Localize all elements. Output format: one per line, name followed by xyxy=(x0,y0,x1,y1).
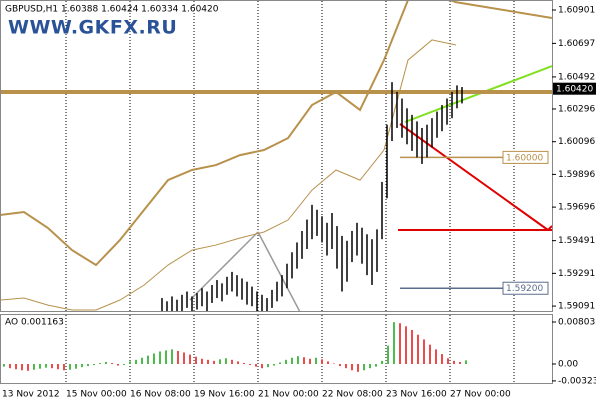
x-tick-label: 19 Nov 16:00 xyxy=(194,390,255,400)
trend-line xyxy=(404,65,552,123)
ao-plot xyxy=(3,322,467,372)
current-price-box xyxy=(553,82,596,95)
x-tick-label: 22 Nov 08:00 xyxy=(322,390,383,400)
y-tick-label: 1.59491 xyxy=(558,236,595,246)
y-tick-label: 1.60901 xyxy=(558,6,595,16)
x-tick-label: 21 Nov 00:00 xyxy=(258,390,319,400)
y-tick-label: 1.60296 xyxy=(558,104,595,114)
trend-line xyxy=(399,123,549,231)
ao-panel xyxy=(0,314,553,384)
trend-line xyxy=(454,1,552,19)
y-tick-label: 1.59291 xyxy=(558,269,595,279)
y-tick-label: 1.59091 xyxy=(558,302,595,312)
watermark: WWW.GKFX.RU xyxy=(8,17,177,39)
y-tick-label: 1.60492 xyxy=(558,72,595,82)
triangle-drawing xyxy=(257,231,301,311)
main-panel xyxy=(0,0,553,312)
price-plot: 1.60000 1.59200 xyxy=(1,1,552,311)
ao-y-tick-label: 0.00 xyxy=(558,360,578,370)
band-line xyxy=(1,1,457,267)
x-tick-label: 16 Nov 08:00 xyxy=(130,390,191,400)
x-tick-label: 15 Nov 00:00 xyxy=(66,390,127,400)
y-tick-label: 1.59696 xyxy=(558,203,595,213)
ao-y-tick-label: -0.00323 xyxy=(558,376,596,386)
ao-title: AO 0.001163 xyxy=(5,318,64,328)
level-label: 1.60000 xyxy=(506,153,543,163)
ao-y-tick-label: 0.00803 xyxy=(558,318,595,328)
x-tick-label: 13 Nov 2012 xyxy=(2,390,60,400)
x-tick-label: 23 Nov 16:00 xyxy=(386,390,447,400)
y-tick-label: 1.59896 xyxy=(558,170,595,180)
x-tick-label: 27 Nov 00:00 xyxy=(450,390,511,400)
band-line xyxy=(1,39,457,311)
y-tick-label: 1.60096 xyxy=(558,137,595,147)
level-label-box xyxy=(502,150,549,164)
y-tick-label: 1.60697 xyxy=(558,39,595,49)
level-label: 1.59200 xyxy=(506,284,543,294)
current-price-label: 1.60420 xyxy=(556,85,593,95)
level-label-box xyxy=(502,281,549,295)
chart-header: GBPUSD,H1 1.60388 1.60424 1.60334 1.6042… xyxy=(5,5,219,15)
